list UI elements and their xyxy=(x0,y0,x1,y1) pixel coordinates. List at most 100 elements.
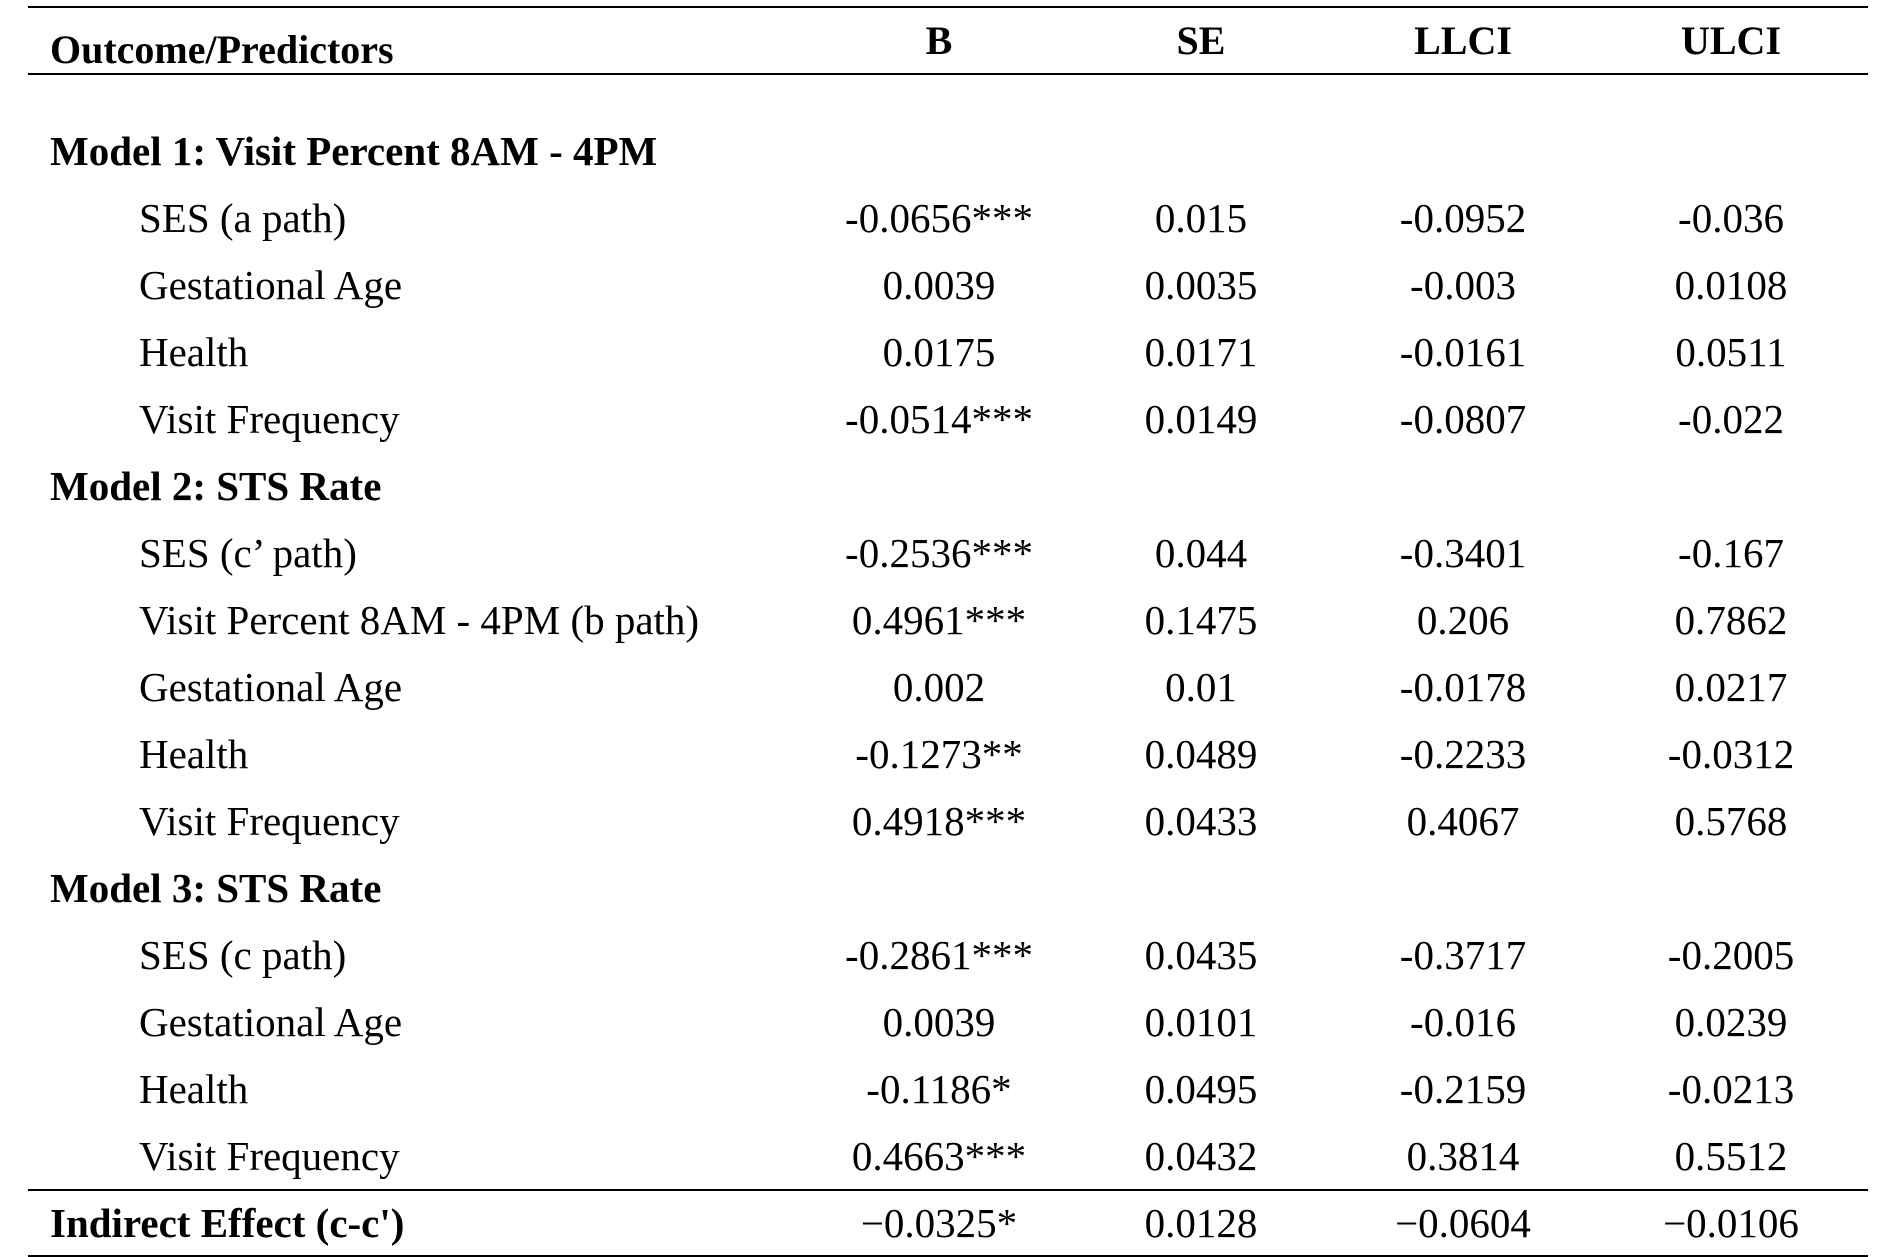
indirect-top-rule xyxy=(28,1189,1868,1191)
predictor-label: Gestational Age xyxy=(139,261,403,308)
predictor-label: Health xyxy=(139,1065,249,1112)
table-row: Gestational Age 0.002 0.01 -0.0178 0.0217 xyxy=(28,653,1868,720)
llci-value: 0.3814 xyxy=(1406,1132,1520,1179)
model-title: Model 3: STS Rate xyxy=(50,864,382,911)
se-value: 0.0101 xyxy=(1144,998,1258,1045)
indirect-se: 0.0128 xyxy=(1144,1200,1258,1246)
model-title: Model 2: STS Rate xyxy=(50,462,382,509)
predictor-label: SES (c’ path) xyxy=(139,529,357,576)
table-row: Visit Frequency -0.0514*** 0.0149 -0.0807 -0… xyxy=(28,385,1868,452)
llci-value: -0.2159 xyxy=(1399,1065,1527,1112)
predictor-label: Health xyxy=(139,328,249,375)
predictor-label: SES (c path) xyxy=(139,931,347,978)
table-row: Gestational Age 0.0039 0.0035 -0.003 0.0108 xyxy=(28,251,1868,318)
header-llci: LLCI xyxy=(1414,18,1512,63)
header-spacer xyxy=(28,75,1868,117)
llci-value: -0.2233 xyxy=(1399,730,1527,777)
se-value: 0.0489 xyxy=(1144,730,1258,777)
indirect-effect-row: Indirect Effect (c-c') −0.0325* 0.0128 −… xyxy=(28,1191,1868,1255)
b-value: -0.2861*** xyxy=(845,931,1033,978)
indirect-ulci: −0.0106 xyxy=(1663,1200,1799,1246)
b-value: 0.0039 xyxy=(882,998,996,1045)
llci-value: -0.0161 xyxy=(1399,328,1527,375)
b-value: -0.1186* xyxy=(866,1065,1012,1112)
predictor-label: Visit Frequency xyxy=(139,1132,400,1179)
regression-table: Outcome/Predictors B SE LLCI ULCI Model … xyxy=(28,6,1868,1257)
table-row: SES (c path) -0.2861*** 0.0435 -0.3717 -0.20… xyxy=(28,921,1868,988)
b-value: -0.0514*** xyxy=(845,395,1033,442)
predictor-label: Visit Frequency xyxy=(139,797,400,844)
table-row: Gestational Age 0.0039 0.0101 -0.016 0.0239 xyxy=(28,988,1868,1055)
table-row: Visit Frequency 0.4918*** 0.0433 0.4067 0.57… xyxy=(28,787,1868,854)
llci-value: -0.003 xyxy=(1410,261,1516,308)
llci-value: -0.3401 xyxy=(1399,529,1527,576)
b-value: 0.4663*** xyxy=(851,1132,1027,1179)
predictor-label: Visit Frequency xyxy=(139,395,400,442)
header-b: B xyxy=(925,18,953,63)
llci-value: 0.206 xyxy=(1416,596,1510,643)
indirect-llci: −0.0604 xyxy=(1395,1200,1531,1246)
se-value: 0.1475 xyxy=(1144,596,1258,643)
header-outcome-predictors: Outcome/Predictors xyxy=(50,27,394,72)
indirect-b: −0.0325* xyxy=(860,1200,1018,1246)
ulci-value: 0.0217 xyxy=(1674,663,1788,710)
model-title-row: Model 2: STS Rate xyxy=(28,452,1868,519)
se-value: 0.015 xyxy=(1154,194,1248,241)
indirect-effect-label: Indirect Effect (c-c') xyxy=(50,1200,405,1246)
model-title: Model 1: Visit Percent 8AM - 4PM xyxy=(50,127,658,174)
llci-value: -0.0807 xyxy=(1399,395,1527,442)
ulci-value: 0.0108 xyxy=(1674,261,1788,308)
llci-value: 0.4067 xyxy=(1406,797,1520,844)
ulci-value: -0.2005 xyxy=(1667,931,1795,978)
table-row: Health -0.1273** 0.0489 -0.2233 -0.0312 xyxy=(28,720,1868,787)
se-value: 0.044 xyxy=(1154,529,1248,576)
predictor-label: Gestational Age xyxy=(139,998,403,1045)
llci-value: -0.0952 xyxy=(1399,194,1527,241)
se-value: 0.0035 xyxy=(1144,261,1258,308)
model-title-row: Model 1: Visit Percent 8AM - 4PM xyxy=(28,117,1868,184)
ulci-value: -0.167 xyxy=(1678,529,1784,576)
llci-value: -0.0178 xyxy=(1399,663,1527,710)
predictor-label: Gestational Age xyxy=(139,663,403,710)
table-row: Visit Frequency 0.4663*** 0.0432 0.3814 0.55… xyxy=(28,1122,1868,1189)
se-value: 0.0432 xyxy=(1144,1132,1258,1179)
ulci-value: 0.5768 xyxy=(1674,797,1788,844)
table-row: SES (a path) -0.0656*** 0.015 -0.0952 -0.036 xyxy=(28,184,1868,251)
model-title-row: Model 3: STS Rate xyxy=(28,854,1868,921)
ulci-value: 0.5512 xyxy=(1674,1132,1788,1179)
se-value: 0.0149 xyxy=(1144,395,1258,442)
table-row: Health -0.1186* 0.0495 -0.2159 -0.0213 xyxy=(28,1055,1868,1122)
se-value: 0.0435 xyxy=(1144,931,1258,978)
ulci-value: -0.0312 xyxy=(1667,730,1795,777)
b-value: 0.002 xyxy=(892,663,986,710)
se-value: 0.0171 xyxy=(1144,328,1258,375)
header-ulci: ULCI xyxy=(1680,18,1782,63)
b-value: 0.4918*** xyxy=(851,797,1027,844)
header-rule xyxy=(28,73,1868,75)
predictor-label: Health xyxy=(139,730,249,777)
table-row: Health 0.0175 0.0171 -0.0161 0.0511 xyxy=(28,318,1868,385)
ulci-value: 0.0239 xyxy=(1674,998,1788,1045)
header-se: SE xyxy=(1176,18,1226,63)
ulci-value: -0.022 xyxy=(1678,395,1784,442)
header-row: Outcome/Predictors B SE LLCI ULCI xyxy=(28,8,1868,73)
ulci-value: 0.7862 xyxy=(1674,596,1788,643)
table-row: Visit Percent 8AM - 4PM (b path) 0.4961**… xyxy=(28,586,1868,653)
b-value: -0.0656*** xyxy=(845,194,1033,241)
b-value: 0.4961*** xyxy=(851,596,1027,643)
b-value: -0.2536*** xyxy=(845,529,1033,576)
predictor-label: SES (a path) xyxy=(139,194,347,241)
se-value: 0.01 xyxy=(1165,663,1237,710)
top-rule xyxy=(28,6,1868,8)
ulci-value: -0.036 xyxy=(1678,194,1784,241)
b-value: 0.0039 xyxy=(882,261,996,308)
table-row: SES (c’ path) -0.2536*** 0.044 -0.3401 -0.16… xyxy=(28,519,1868,586)
b-value: -0.1273** xyxy=(855,730,1023,777)
se-value: 0.0495 xyxy=(1144,1065,1258,1112)
llci-value: -0.016 xyxy=(1410,998,1516,1045)
se-value: 0.0433 xyxy=(1144,797,1258,844)
ulci-value: -0.0213 xyxy=(1667,1065,1795,1112)
ulci-value: 0.0511 xyxy=(1675,328,1787,375)
predictor-label: Visit Percent 8AM - 4PM (b path) xyxy=(139,596,700,643)
llci-value: -0.3717 xyxy=(1399,931,1527,978)
